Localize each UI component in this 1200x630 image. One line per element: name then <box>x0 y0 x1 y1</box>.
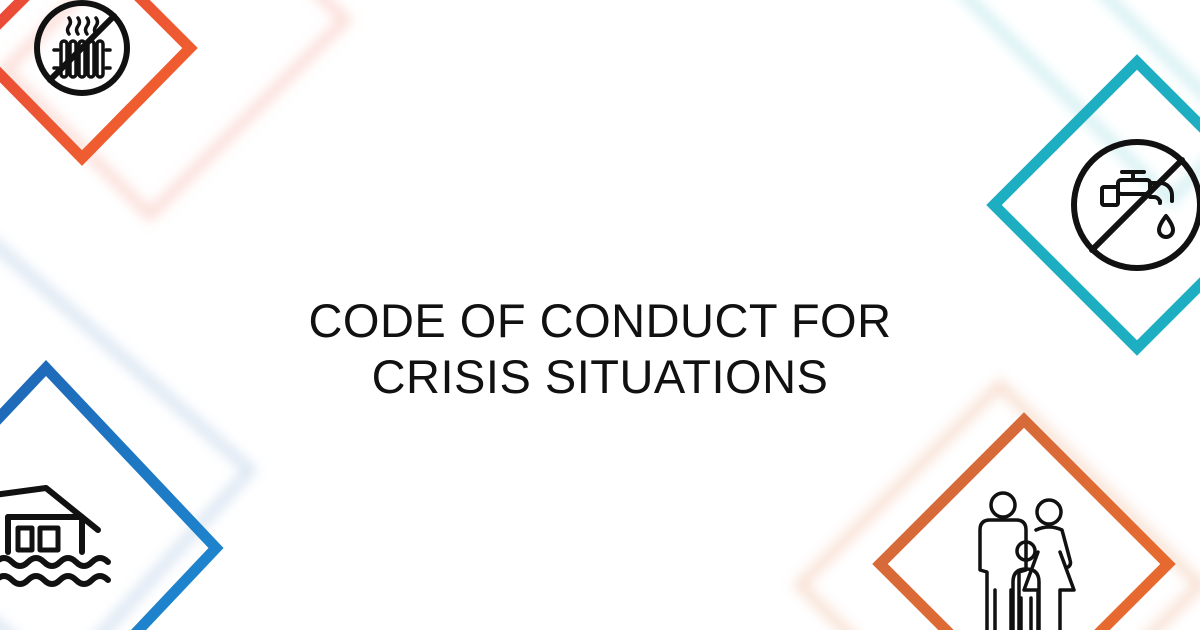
diamond-bottom-left <box>0 359 224 630</box>
title-line-1: CODE OF CONDUCT FOR <box>308 294 892 348</box>
diamond-bottom-right <box>872 412 1176 630</box>
diamond-top-left <box>0 0 198 166</box>
page-title: CODE OF CONDUCT FOR CRISIS SITUATIONS <box>0 293 1200 405</box>
family-icon <box>978 491 1076 630</box>
blurred-diamond-orange <box>792 377 1200 630</box>
no-heating-icon <box>34 0 130 96</box>
blurred-diamond-teal <box>962 0 1200 208</box>
blurred-diamond-blue <box>0 241 258 630</box>
diamond-right <box>986 54 1200 356</box>
no-water-icon <box>1071 139 1200 271</box>
flooded-house-icon <box>0 485 111 587</box>
title-line-2: CRISIS SITUATIONS <box>371 350 829 404</box>
